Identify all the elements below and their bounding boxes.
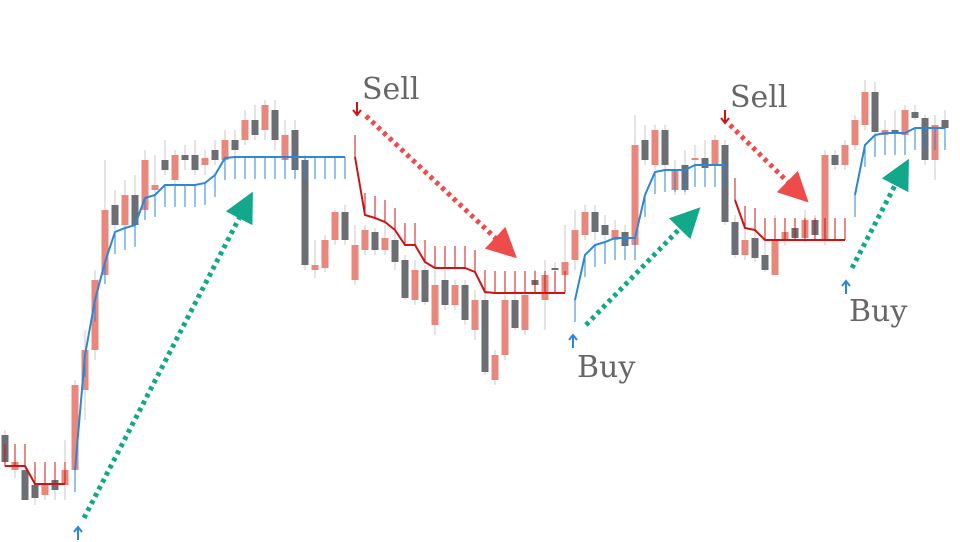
candle-body (491, 355, 499, 380)
buy-arrow (849, 158, 909, 270)
candle-body (561, 262, 569, 275)
candle-body (851, 120, 859, 145)
sell-signal (352, 102, 362, 117)
candle-body (361, 230, 369, 250)
candle-body (381, 238, 389, 250)
candle-body (351, 245, 359, 280)
candle-body (41, 485, 49, 495)
candle-body (231, 140, 239, 150)
candle-body (841, 145, 849, 165)
candle-body (571, 230, 579, 260)
candle-body (371, 232, 379, 250)
annotations: Sell Sell Buy Buy (73, 72, 909, 540)
candle-body (101, 210, 109, 275)
indicator-line (74, 127, 945, 471)
candle-body (831, 155, 839, 165)
candle-body (141, 160, 149, 210)
candle-body (431, 285, 439, 325)
annotation: Sell (730, 80, 788, 115)
candle-body (601, 225, 609, 235)
candle-body (461, 285, 469, 320)
candle-body (211, 150, 219, 160)
candle-body (411, 270, 419, 300)
candle-body (21, 470, 29, 500)
candle-body (511, 300, 519, 328)
sell-arrow (364, 114, 517, 259)
candle-body (501, 300, 509, 355)
candle-body (471, 300, 479, 330)
buy-arrow (584, 207, 701, 327)
buy-signal (568, 333, 578, 348)
candle-body (291, 130, 299, 170)
candle-body (441, 280, 449, 305)
candle-body (521, 295, 529, 330)
annotation: Buy (849, 294, 907, 329)
indicator-line (5, 156, 845, 485)
candle-body (271, 110, 279, 140)
candle-body (131, 195, 139, 225)
candle-body (661, 130, 669, 165)
candle-body (401, 260, 409, 298)
candle-body (761, 255, 769, 270)
candle-body (341, 212, 349, 240)
candle-body (281, 135, 289, 160)
candle-body (741, 240, 749, 255)
candle-body (631, 145, 639, 245)
candle-body (591, 212, 599, 232)
candle-body (871, 92, 879, 132)
candle-body (941, 120, 949, 128)
buy-signal (73, 525, 83, 540)
candle-body (551, 268, 559, 270)
sell-signal (720, 110, 730, 125)
candle-body (151, 185, 159, 190)
candle-body (891, 130, 899, 132)
candle-body (321, 240, 329, 268)
candle-body (651, 130, 659, 165)
candle-body (901, 110, 909, 135)
candle-body (311, 265, 319, 270)
plot (1, 80, 949, 505)
candle-body (241, 120, 249, 140)
candle-body (391, 240, 399, 262)
candle-body (251, 120, 259, 135)
candle-body (641, 140, 649, 160)
candle-body (71, 385, 79, 470)
candle-body (691, 158, 699, 160)
candle-body (771, 240, 779, 275)
candle-body (31, 485, 39, 498)
candle-body (451, 285, 459, 305)
candle-body (421, 270, 429, 302)
candle-body (201, 158, 209, 165)
sell-arrow (728, 123, 809, 203)
candle-body (171, 155, 179, 180)
candle-body (111, 205, 119, 225)
candle-body (581, 212, 589, 235)
candle-body (331, 212, 339, 240)
candle-body (261, 105, 269, 130)
candle-body (731, 222, 739, 255)
candle-body (161, 160, 169, 170)
candle-body (701, 158, 709, 168)
buy-signal (841, 279, 851, 294)
candle-body (221, 140, 229, 160)
candle-body (481, 300, 489, 372)
buy-arrow (81, 191, 253, 520)
candle-body (611, 230, 619, 240)
candle-body (861, 92, 869, 125)
candle-body (121, 195, 129, 225)
candle-body (911, 112, 919, 118)
candle-body (751, 238, 759, 258)
annotation: Sell (362, 72, 420, 107)
annotation: Buy (577, 350, 635, 385)
candle-body (301, 160, 309, 265)
candle-body (181, 155, 189, 160)
candle-body (711, 140, 719, 165)
candle-body (191, 155, 199, 170)
candle-body (821, 155, 829, 240)
